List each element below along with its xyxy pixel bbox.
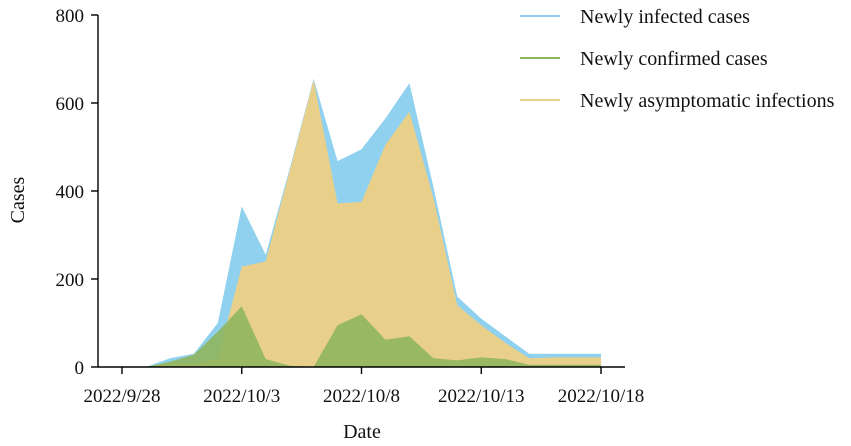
y-tick-label: 200 <box>56 270 85 291</box>
y-tick-label: 600 <box>56 94 85 115</box>
y-tick-label: 800 <box>56 6 85 27</box>
x-tick-label: 2022/10/8 <box>323 386 400 407</box>
newly-infected-cases-legend-label: Newly infected cases <box>580 6 750 28</box>
y-ticks: 0 200 400 600 800 <box>56 6 98 379</box>
x-tick-label: 2022/10/13 <box>438 386 525 407</box>
newly-confirmed-cases-legend-label: Newly confirmed cases <box>580 48 768 70</box>
y-tick-label: 400 <box>56 182 85 203</box>
x-tick-label: 2022/9/28 <box>83 386 160 407</box>
newly-asymptomatic-infections-area <box>122 80 601 368</box>
x-axis-title: Date <box>343 421 381 443</box>
x-tick-label: 2022/10/18 <box>558 386 645 407</box>
x-ticks: 2022/9/28 2022/10/3 2022/10/8 2022/10/13 202… <box>83 367 644 407</box>
y-axis-title: Cases <box>7 176 29 223</box>
series-areas <box>122 78 601 368</box>
legend: Newly infected cases Newly confirmed case… <box>520 6 835 112</box>
y-tick-label: 0 <box>75 358 85 379</box>
newly-confirmed-cases-area <box>122 306 601 367</box>
newly-asymptomatic-infections-legend-label: Newly asymptomatic infections <box>580 90 835 112</box>
x-tick-label: 2022/10/3 <box>203 386 280 407</box>
